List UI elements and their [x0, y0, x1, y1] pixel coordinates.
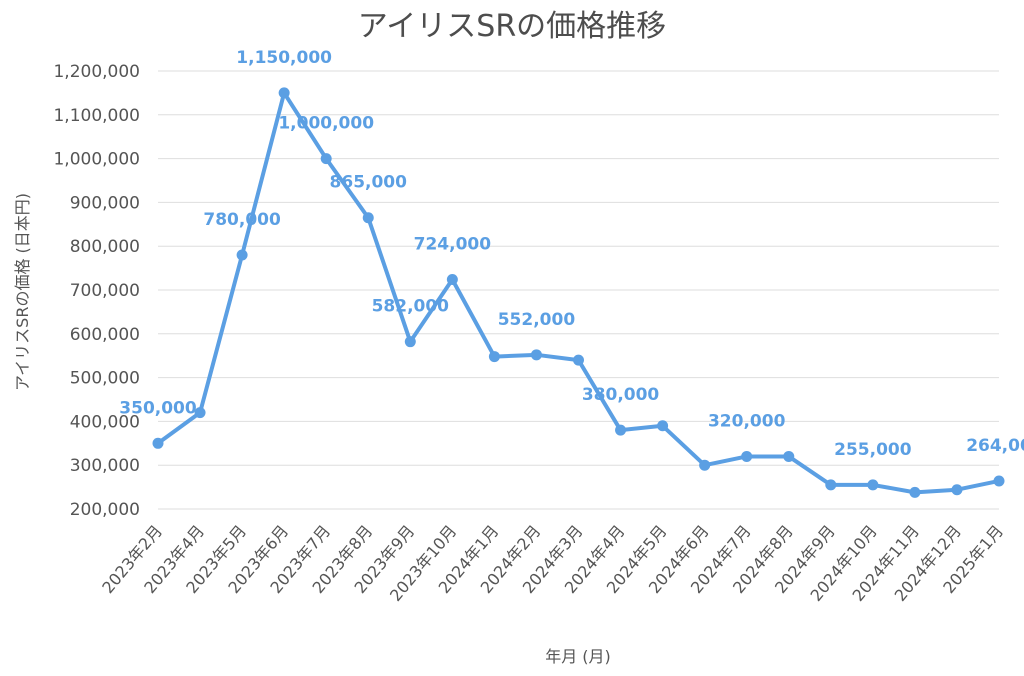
data-point [362, 212, 374, 224]
data-point [404, 336, 416, 348]
x-axis-ticks: 2023年2月2023年4月2023年5月2023年6月2023年7月2023年… [98, 521, 1007, 605]
data-point [278, 87, 290, 99]
y-tick-label: 1,100,000 [53, 106, 140, 126]
y-tick-label: 300,000 [70, 456, 140, 476]
y-tick-label: 1,000,000 [53, 150, 140, 170]
y-tick-label: 500,000 [70, 369, 140, 389]
gridlines [158, 70, 999, 510]
data-point [152, 437, 164, 449]
series-line [156, 90, 1001, 495]
y-tick-label: 700,000 [70, 281, 140, 301]
data-point [909, 486, 921, 498]
data-point [741, 450, 753, 462]
data-label: 380,000 [582, 385, 660, 405]
data-point [867, 479, 879, 491]
data-label: 724,000 [414, 234, 492, 254]
data-point [825, 479, 837, 491]
data-point [530, 349, 542, 361]
chart-title: アイリスSRの価格推移 [358, 9, 666, 44]
data-point [615, 424, 627, 436]
data-point [657, 420, 669, 432]
data-point [573, 354, 584, 366]
y-axis-label: アイリスSRの価格 (日本円) [13, 193, 32, 391]
data-label: 350,000 [119, 398, 197, 418]
data-point [783, 450, 795, 462]
data-label: 582,000 [372, 297, 450, 317]
y-tick-label: 400,000 [70, 412, 140, 432]
data-label: 320,000 [708, 411, 786, 431]
data-label: 1,000,000 [278, 114, 374, 134]
data-point [194, 407, 206, 419]
data-label: 865,000 [330, 173, 408, 193]
y-axis-ticks: 200,000 300,000 400,000 500,000 600,000 700,0… [53, 62, 140, 520]
data-label: 780,000 [203, 210, 281, 230]
data-label: 552,000 [498, 310, 576, 330]
data-point [236, 249, 248, 261]
data-label: 1,150,000 [236, 48, 332, 68]
y-tick-label: 1,200,000 [53, 62, 140, 82]
y-tick-label: 600,000 [70, 325, 140, 345]
data-label: 255,000 [834, 440, 912, 460]
data-point [699, 459, 711, 471]
y-tick-label: 200,000 [70, 500, 140, 520]
data-points [152, 87, 1005, 498]
x-axis-label: 年月 (月) [545, 647, 611, 666]
y-tick-label: 800,000 [70, 237, 140, 257]
data-label: 264,00 [966, 436, 1024, 456]
data-point [446, 273, 458, 285]
data-point [993, 475, 1005, 487]
data-point [951, 484, 963, 496]
data-labels: 350,000 780,000 1,150,000 1,000,000 865,000 5… [119, 48, 1024, 460]
data-point [488, 351, 500, 363]
y-tick-label: 900,000 [70, 193, 140, 213]
data-point [320, 153, 332, 165]
